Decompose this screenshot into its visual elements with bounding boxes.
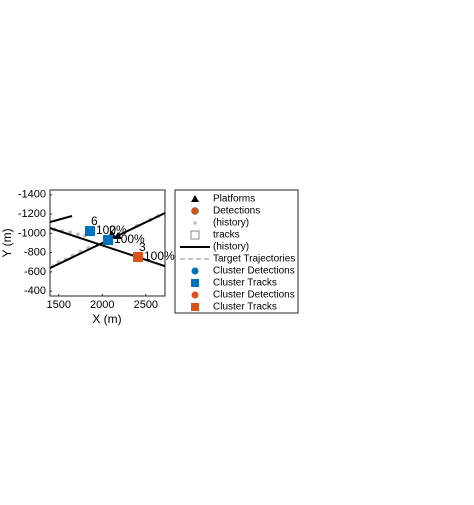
y-tick-label: -1000 (18, 227, 46, 239)
y-tick-label: -1400 (18, 189, 46, 201)
legend-label: (history) (213, 242, 249, 253)
legend-symbol (190, 230, 200, 240)
track-id: 6 (91, 214, 98, 228)
legend-symbol (191, 195, 199, 202)
legend-label: tracks (213, 230, 240, 241)
legend-symbol (191, 303, 199, 311)
y-tick-label: -1200 (18, 208, 46, 220)
legend-symbol (191, 279, 199, 287)
x-tick-label: 1500 (46, 299, 70, 311)
history-detection (75, 232, 80, 237)
track-score: 100% (144, 249, 175, 263)
legend-symbol (191, 267, 199, 275)
legend-label: Platforms (213, 194, 255, 205)
track-id: 3 (139, 240, 146, 254)
legend-label: Cluster Detections (213, 266, 295, 277)
y-tick-label: -600 (24, 266, 46, 278)
legend-label: Cluster Detections (213, 290, 295, 301)
trajectory (50, 215, 73, 224)
platform (113, 232, 122, 240)
y-tick-label: -800 (24, 247, 46, 259)
legend: PlatformsDetections(history)tracks(histo… (180, 194, 295, 313)
track (103, 235, 114, 246)
track (132, 251, 143, 262)
legend-label: (history) (213, 218, 249, 229)
x-tick-label: 2500 (134, 299, 158, 311)
legend-label: Cluster Tracks (213, 278, 277, 289)
x-axis-label: X (m) (92, 312, 121, 326)
legend-label: Detections (213, 206, 260, 217)
legend-label: Cluster Tracks (213, 302, 277, 313)
legend-symbol (191, 207, 199, 215)
legend-symbol (193, 221, 197, 225)
track-id: 2 (109, 223, 116, 237)
y-tick-label: -400 (24, 285, 46, 297)
track-score: 100% (114, 232, 145, 246)
track (84, 226, 95, 237)
plot-area (50, 212, 165, 269)
x-tick-label: 2000 (90, 299, 114, 311)
trajectory (50, 227, 165, 268)
legend-symbol (191, 291, 199, 299)
y-axis-label: Y (m) (0, 228, 14, 257)
track-score: 100% (96, 223, 127, 237)
legend-label: Target Trajectories (213, 254, 295, 265)
